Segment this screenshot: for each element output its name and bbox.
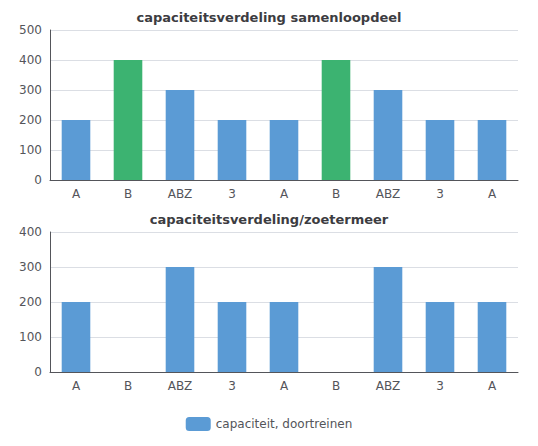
svg-text:A: A (72, 379, 81, 393)
svg-text:0: 0 (34, 173, 42, 187)
svg-text:B: B (124, 187, 132, 201)
svg-text:400: 400 (19, 53, 42, 67)
svg-text:ABZ: ABZ (376, 187, 401, 201)
svg-text:3: 3 (228, 187, 236, 201)
svg-text:B: B (124, 379, 132, 393)
svg-text:ABZ: ABZ (168, 187, 193, 201)
svg-text:200: 200 (19, 113, 42, 127)
svg-text:3: 3 (436, 379, 444, 393)
svg-text:3: 3 (436, 187, 444, 201)
svg-text:300: 300 (19, 83, 42, 97)
svg-text:capaciteitsverdeling samenloop: capaciteitsverdeling samenloopdeel (136, 10, 401, 25)
svg-text:100: 100 (19, 330, 42, 344)
svg-text:ABZ: ABZ (376, 379, 401, 393)
svg-text:A: A (72, 187, 81, 201)
svg-text:capaciteitsverdeling/zoetermee: capaciteitsverdeling/zoetermeer (150, 212, 389, 227)
svg-text:A: A (280, 187, 289, 201)
svg-text:3: 3 (228, 379, 236, 393)
svg-text:A: A (488, 187, 497, 201)
svg-text:100: 100 (19, 143, 42, 157)
svg-text:B: B (332, 187, 340, 201)
svg-text:400: 400 (19, 225, 42, 239)
svg-text:A: A (488, 379, 497, 393)
svg-text:200: 200 (19, 295, 42, 309)
svg-text:500: 500 (19, 23, 42, 37)
svg-text:300: 300 (19, 260, 42, 274)
svg-text:ABZ: ABZ (168, 379, 193, 393)
svg-text:capaciteit, doortreinen: capaciteit, doortreinen (216, 417, 353, 431)
svg-text:0: 0 (34, 365, 42, 379)
svg-text:B: B (332, 379, 340, 393)
svg-text:A: A (280, 379, 289, 393)
